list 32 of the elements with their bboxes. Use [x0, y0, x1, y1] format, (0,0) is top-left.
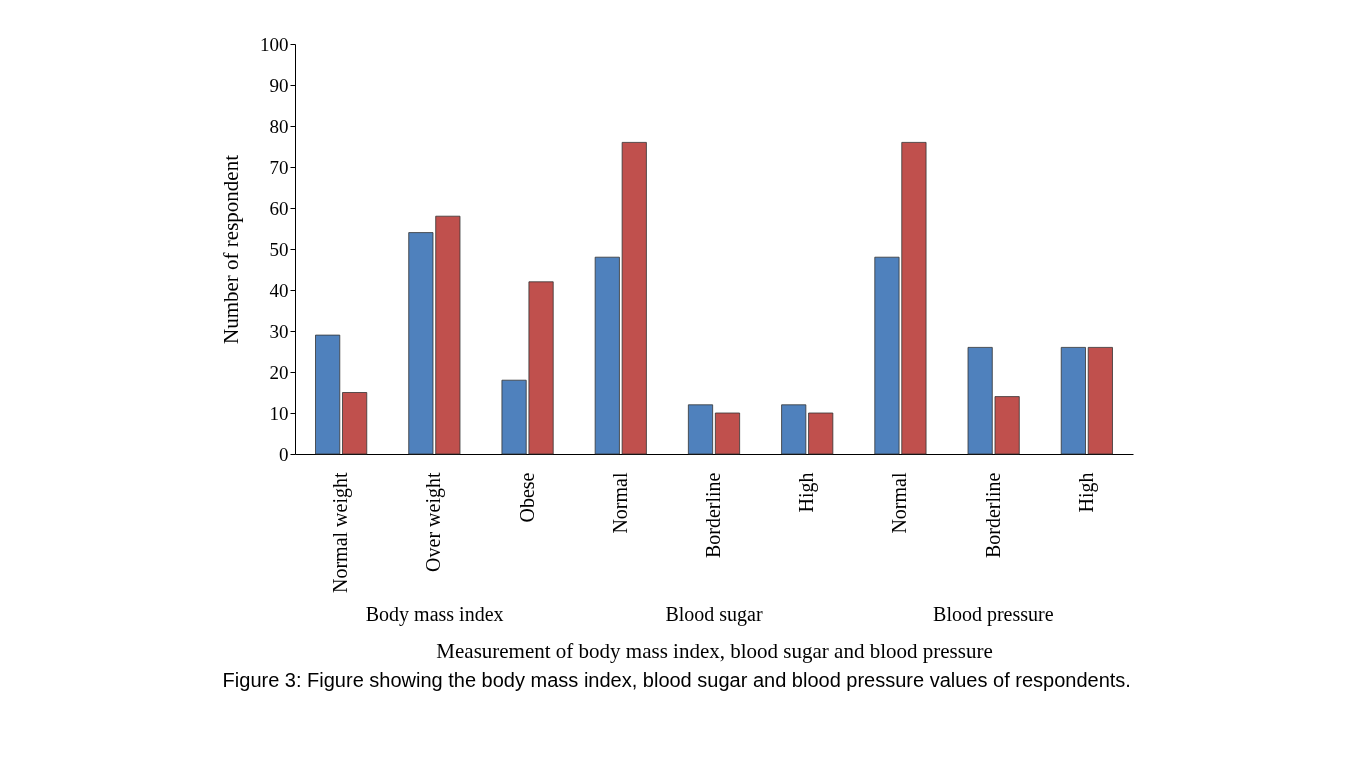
x-axis-title: Measurement of body mass index, blood sugar and blood pressure	[436, 638, 993, 663]
y-tick-label: 10	[269, 402, 289, 424]
text: Figure 3: Figure showing the body mass index, blood sugar and blood pressure values of respondents.	[222, 669, 1131, 691]
x-tick-label: Normal	[888, 472, 911, 534]
x-tick-label: Normal weight	[329, 472, 353, 594]
y-tick-label: 70	[269, 156, 289, 178]
y-tick-label: 20	[269, 361, 289, 383]
bar	[1060, 347, 1086, 455]
x-tick-label: High	[1074, 472, 1098, 513]
y-tick-label: 30	[269, 320, 289, 342]
text: Blood pressure	[933, 603, 1054, 626]
y-tick-label: 0	[279, 443, 289, 465]
y-axis-title: Number of respondent	[219, 154, 243, 344]
x-tick-label: High	[795, 472, 819, 513]
y-tick-label: 60	[269, 197, 289, 219]
bar	[315, 334, 341, 455]
y-tick-label: 50	[269, 238, 289, 260]
text: Blood sugar	[665, 603, 763, 626]
x-tick-label: Obese	[515, 472, 538, 523]
bar	[1087, 347, 1113, 455]
x-tick-label: Borderline	[981, 472, 1004, 559]
text: Body mass index	[365, 603, 504, 626]
y-tick-label: 80	[269, 115, 289, 137]
bar	[714, 412, 741, 455]
y-tick-label: 100	[260, 33, 289, 55]
x-tick-label: Borderline	[702, 472, 724, 559]
y-tick-label: 90	[269, 74, 289, 96]
x-tick-label: Normal	[608, 472, 631, 534]
x-tick-label: Over weight	[422, 472, 446, 572]
bar	[342, 392, 368, 455]
bar	[687, 404, 714, 455]
y-tick-label: 40	[269, 279, 289, 301]
